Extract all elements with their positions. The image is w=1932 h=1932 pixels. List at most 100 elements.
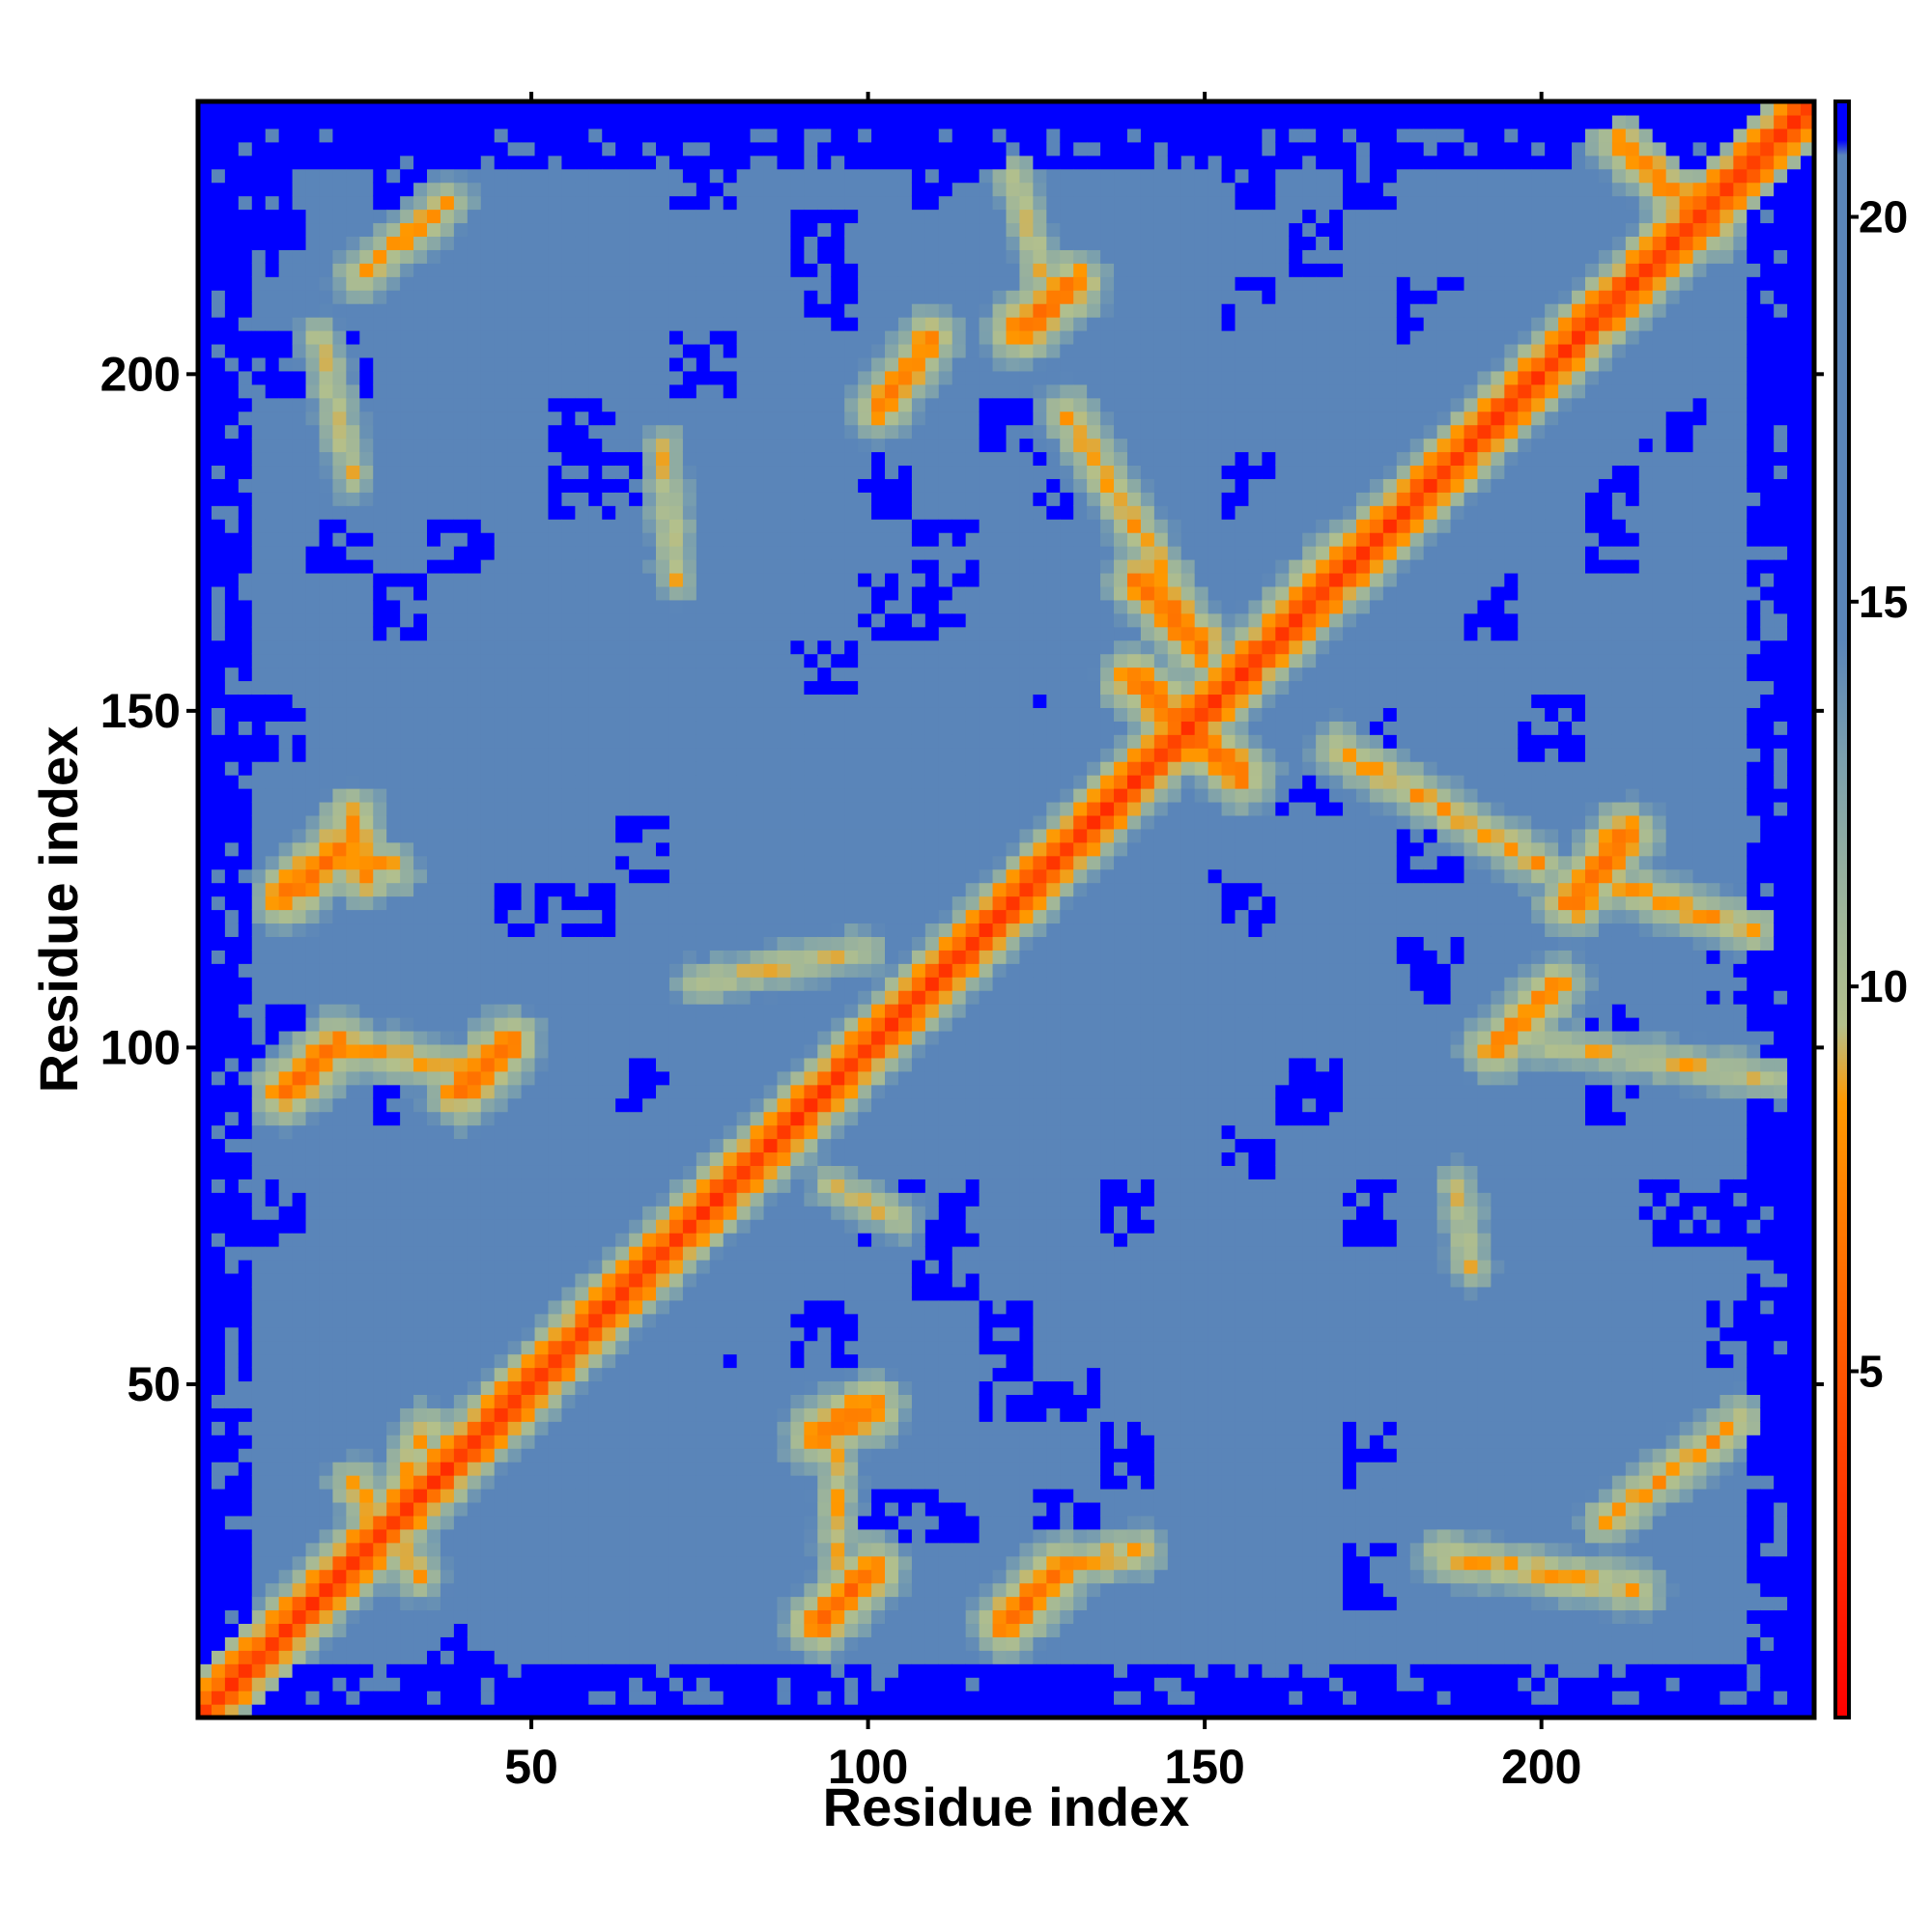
heatmap-cell: [400, 1569, 414, 1584]
heatmap-cell: [629, 546, 643, 560]
heatmap-cell: [709, 1151, 724, 1166]
heatmap-cell: [548, 1084, 563, 1099]
heatmap-cell: [548, 734, 563, 749]
heatmap-cell: [251, 1030, 267, 1045]
heatmap-cell: [278, 1488, 294, 1503]
heatmap-cell: [750, 1421, 765, 1435]
heatmap-cell: [373, 748, 387, 762]
heatmap-cell: [709, 1421, 724, 1435]
heatmap-cell: [615, 182, 630, 197]
heatmap-cell: [453, 1394, 469, 1408]
heatmap-cell: [427, 276, 441, 291]
heatmap-cell: [602, 290, 616, 304]
heatmap-cell: [359, 1569, 374, 1584]
heatmap-cell: [588, 1421, 603, 1435]
heatmap-cell: [346, 1326, 360, 1342]
heatmap-cell: [521, 1138, 536, 1153]
heatmap-cell: [400, 546, 414, 560]
heatmap-cell: [198, 236, 213, 250]
heatmap-cell: [305, 236, 321, 250]
heatmap-cell: [292, 451, 307, 467]
heatmap-cell: [668, 1475, 684, 1490]
heatmap-cell: [480, 222, 496, 238]
heatmap-cell: [251, 290, 267, 304]
heatmap-cell: [629, 626, 643, 641]
heatmap-cell: [668, 330, 684, 345]
heatmap-cell: [346, 855, 360, 870]
heatmap-cell: [346, 263, 360, 277]
heatmap-cell: [467, 1569, 482, 1584]
heatmap-cell: [656, 895, 670, 911]
heatmap-cell: [453, 519, 469, 533]
heatmap-cell: [736, 330, 752, 345]
heatmap-cell: [278, 950, 294, 964]
heatmap-cell: [494, 626, 509, 641]
heatmap-cell: [238, 1501, 253, 1517]
heatmap-cell: [750, 895, 765, 911]
heatmap-cell: [346, 101, 360, 116]
heatmap-cell: [723, 612, 738, 628]
heatmap-cell: [602, 1084, 616, 1099]
heatmap-cell: [736, 1394, 752, 1408]
heatmap-cell: [265, 397, 280, 412]
heatmap-cell: [278, 1555, 294, 1571]
heatmap-cell: [251, 1313, 267, 1328]
heatmap-cell: [278, 1030, 294, 1045]
heatmap-cell: [292, 1206, 307, 1220]
heatmap-cell: [198, 1421, 213, 1435]
heatmap-cell: [682, 195, 697, 211]
heatmap-cell: [400, 222, 414, 238]
heatmap-cell: [453, 1528, 469, 1544]
heatmap-cell: [453, 438, 469, 453]
heatmap-cell: [265, 1043, 280, 1059]
heatmap-cell: [346, 1165, 360, 1179]
heatmap-cell: [480, 559, 496, 574]
heatmap-cell: [682, 1421, 697, 1435]
heatmap-cell: [588, 707, 603, 722]
heatmap-cell: [602, 626, 616, 641]
heatmap-cell: [521, 1070, 536, 1086]
heatmap-cell: [656, 384, 670, 399]
heatmap-cell: [736, 1407, 752, 1422]
heatmap-cell: [292, 236, 307, 250]
heatmap-cell: [440, 519, 455, 533]
heatmap-cell: [265, 990, 280, 1005]
heatmap-cell: [736, 1286, 752, 1301]
heatmap-cell: [561, 1313, 576, 1328]
heatmap-cell: [561, 748, 576, 762]
heatmap-cell: [642, 612, 657, 628]
heatmap-cell: [642, 370, 657, 385]
heatmap-cell: [507, 748, 523, 762]
heatmap-cell: [359, 1219, 374, 1234]
heatmap-cell: [211, 1124, 226, 1140]
heatmap-cell: [534, 612, 550, 628]
heatmap-cell: [494, 1435, 509, 1449]
heatmap-cell: [494, 478, 509, 493]
heatmap-cell: [534, 694, 550, 708]
heatmap-cell: [656, 841, 670, 857]
heatmap-cell: [413, 451, 428, 467]
heatmap-cell: [359, 141, 374, 156]
heatmap-cell: [198, 599, 213, 614]
heatmap-cell: [548, 775, 563, 789]
heatmap-cell: [507, 1340, 523, 1355]
heatmap-cell: [238, 290, 253, 304]
heatmap-cell: [561, 492, 576, 506]
heatmap-cell: [400, 1677, 414, 1691]
heatmap-cell: [211, 236, 226, 250]
heatmap-cell: [467, 141, 482, 156]
heatmap-cell: [386, 1704, 401, 1719]
heatmap-cell: [346, 1313, 360, 1328]
heatmap-cell: [642, 828, 657, 843]
heatmap-cell: [629, 841, 643, 857]
heatmap-cell: [467, 990, 482, 1005]
heatmap-cell: [211, 1272, 226, 1288]
heatmap-cell: [494, 397, 509, 412]
heatmap-cell: [575, 680, 589, 696]
heatmap-cell: [723, 1380, 738, 1395]
heatmap-cell: [615, 370, 630, 385]
heatmap-cell: [588, 1677, 603, 1691]
heatmap-cell: [440, 1448, 455, 1463]
heatmap-cell: [615, 222, 630, 238]
heatmap-cell: [548, 1111, 563, 1126]
